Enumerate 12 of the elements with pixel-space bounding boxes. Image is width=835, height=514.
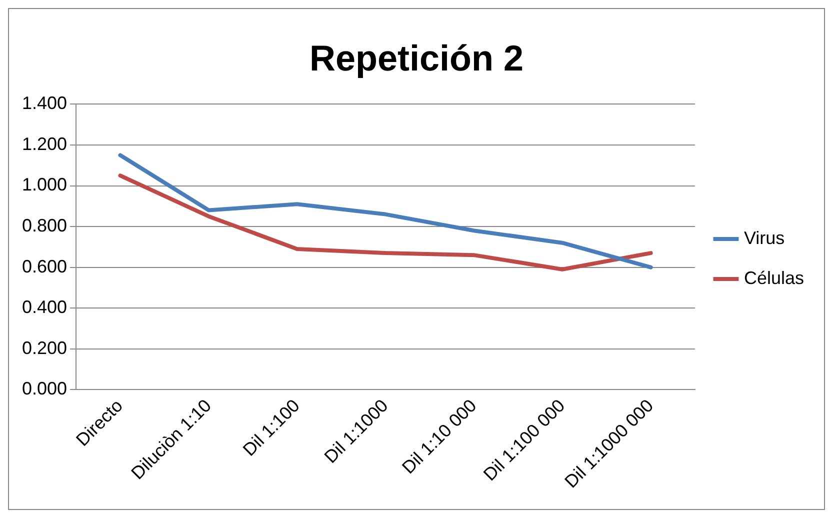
y-tick-label: 0.200	[22, 338, 68, 358]
y-tick-label: 1.400	[22, 93, 68, 114]
y-tick-label: 1.000	[22, 174, 68, 195]
y-tick-label: 1.200	[22, 134, 68, 154]
chart-title: Repetición 2	[309, 38, 524, 79]
y-tick-label: 0.000	[22, 378, 68, 399]
y-tick-label: 0.400	[22, 297, 68, 318]
y-tick-label: 0.800	[22, 216, 68, 236]
y-tick-label: 0.600	[22, 256, 68, 276]
x-tick-label: Dil 1:10 000	[398, 395, 480, 478]
legend-label: Células	[744, 268, 804, 288]
legend-label: Virus	[744, 228, 785, 248]
